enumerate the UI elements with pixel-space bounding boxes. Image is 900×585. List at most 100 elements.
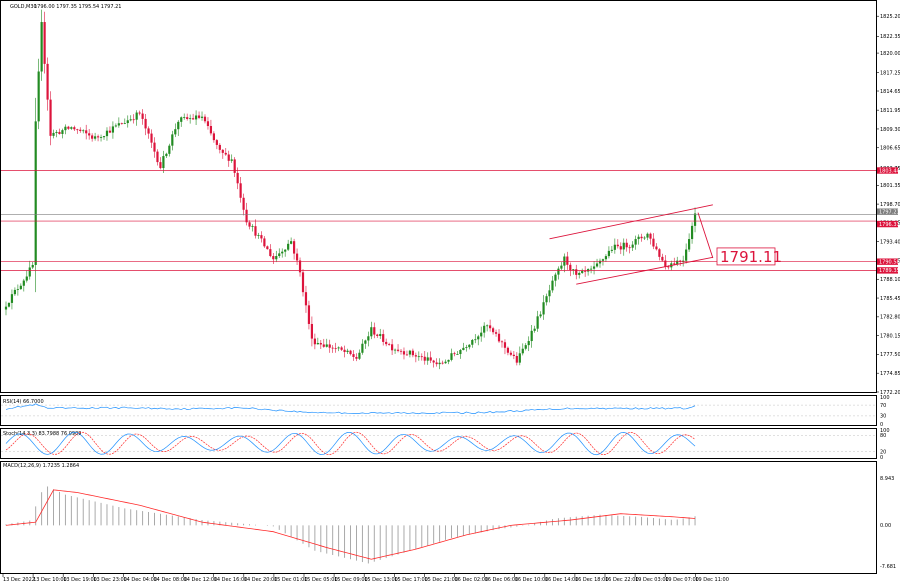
candle-body: [512, 354, 515, 356]
candle-body: [49, 99, 52, 136]
candle-body: [251, 226, 254, 227]
candle-body: [572, 269, 575, 271]
candle-body: [385, 341, 388, 345]
candle-body: [102, 136, 106, 138]
candle-body: [676, 260, 679, 265]
price-panel[interactable]: GOLD,M30 1796.00 1797.35 1795.54 1797.21…: [0, 0, 900, 396]
time-tick-label: 13 Dec 23:00: [93, 577, 127, 583]
candle-body: [168, 145, 171, 154]
candle-body: [447, 359, 450, 362]
price-tick-label: 1798.70: [880, 202, 900, 208]
price-tick-label: 1806.65: [880, 146, 900, 152]
rsi-label: RSI(14) 66.7000: [3, 399, 44, 405]
candle-body: [212, 133, 215, 141]
candle-body: [486, 325, 489, 327]
candle-body: [7, 302, 11, 307]
candle-body: [477, 336, 480, 340]
candle-body: [310, 323, 314, 339]
candle-body: [331, 347, 334, 349]
candle-body: [186, 117, 189, 119]
candle-body: [352, 354, 355, 357]
candle-body: [607, 250, 611, 257]
candle-body: [673, 263, 676, 265]
candle-body: [257, 235, 260, 236]
candle-body: [471, 339, 474, 345]
candle-body: [218, 144, 221, 150]
candle-body: [126, 120, 129, 124]
candle-body: [628, 247, 631, 249]
candle-body: [43, 22, 46, 64]
time-tick-label: 15 Dec 09:00: [334, 577, 368, 583]
candle-body: [643, 237, 646, 239]
candle-body: [646, 233, 649, 238]
candle-body: [52, 132, 55, 136]
price-level-value: 1797.21: [879, 209, 900, 215]
time-tick-label: 14 Dec 04:00: [123, 577, 157, 583]
candle-body: [396, 349, 400, 351]
time-tick-label: 16 Dec 06:00: [485, 577, 519, 583]
candle-body: [278, 253, 281, 257]
time-tick-label: 19 Dec 03:00: [635, 577, 669, 583]
candle-body: [515, 355, 518, 363]
candle-body: [117, 123, 120, 126]
stoch-signal-line: [5, 431, 696, 456]
candle-body: [453, 353, 456, 355]
macd-panel[interactable]: MACD(12,26,9) 1.7235 1.2864 8.943 0.00 -7.…: [0, 461, 897, 574]
candle-body: [224, 152, 227, 155]
candle-body: [420, 356, 423, 358]
candle-body: [233, 159, 236, 173]
price-level-value: 1796.31: [879, 222, 900, 228]
candle-body: [129, 119, 132, 121]
price-level-value: 1790.58: [879, 259, 900, 265]
candle-body: [174, 129, 177, 135]
candle-body: [144, 118, 147, 129]
price-tick-label: 1814.65: [880, 89, 900, 95]
price-level-tag: [877, 220, 898, 228]
candle-body: [667, 266, 670, 268]
candle-body: [438, 362, 441, 365]
candle-body: [91, 135, 94, 139]
candle-body: [295, 253, 299, 261]
candle-body: [203, 116, 207, 122]
time-tick-label: 16 Dec 10:00: [515, 577, 549, 583]
price-tick-label: 1811.95: [880, 108, 900, 114]
macd-signal-line: [5, 489, 696, 560]
candle-body: [334, 348, 337, 350]
candle-body: [569, 264, 572, 271]
price-level-value: 1803.44: [879, 168, 900, 174]
candle-body: [61, 130, 64, 134]
candle-body: [272, 256, 275, 260]
candle-body: [545, 296, 548, 303]
time-tick-label: 14 Dec 16:00: [214, 577, 248, 583]
price-tick-label: 1774.85: [880, 371, 900, 377]
candle-body: [99, 137, 103, 138]
candle-body: [284, 249, 287, 252]
candle-body: [500, 341, 504, 343]
candle-body: [622, 242, 625, 250]
candle-body: [153, 142, 156, 152]
candle-body: [209, 126, 213, 134]
price-panel-frame: [0, 0, 877, 393]
price-level-tag: [877, 267, 898, 274]
candle-body: [64, 126, 67, 131]
candle-body: [114, 125, 117, 127]
candle-body: [685, 249, 688, 261]
macd-label: MACD(12,26,9) 1.7235 1.2864: [3, 463, 79, 469]
price-tick-label: 1809.30: [880, 127, 900, 133]
time-tick-label: 15 Dec 13:00: [364, 577, 398, 583]
candle-body: [557, 268, 560, 275]
candle-body: [287, 243, 290, 250]
candle-body: [322, 344, 325, 347]
price-level-tag: [877, 258, 898, 265]
candle-body: [123, 123, 126, 124]
candle-body: [370, 327, 373, 337]
candle-body: [159, 162, 162, 169]
rsi-panel[interactable]: RSI(14) 66.7000 100 70 30 0: [0, 395, 890, 428]
candle-body: [307, 305, 311, 324]
candle-body: [245, 209, 248, 223]
candle-body: [358, 352, 361, 359]
candle-body: [506, 347, 510, 353]
candle-body: [70, 127, 73, 129]
